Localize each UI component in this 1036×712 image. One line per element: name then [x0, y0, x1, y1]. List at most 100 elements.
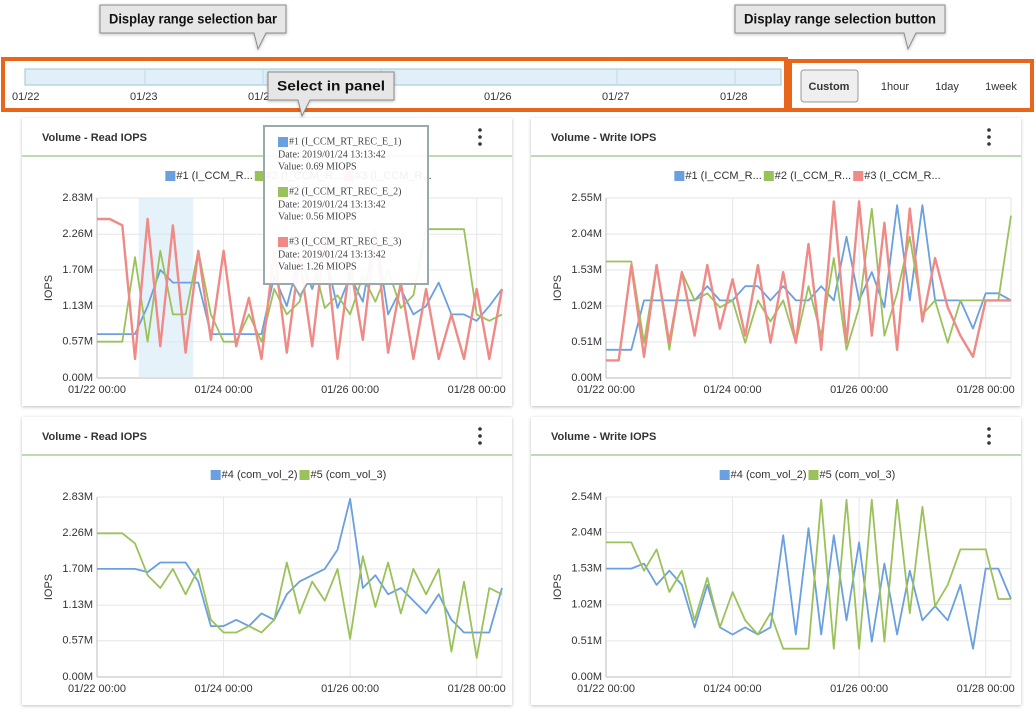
x-tick-label: 01/26 00:00: [321, 683, 379, 695]
y-tick-label: 0.00M: [571, 372, 602, 384]
panel-title: Volume - Write IOPS: [551, 431, 656, 443]
button-active[interactable]: Custom: [809, 81, 850, 93]
legend-swatch: [719, 470, 730, 480]
panel-title: Volume - Write IOPS: [551, 132, 656, 144]
tooltip-name: #3 (I_CCM_RT_REC_E_3): [289, 236, 401, 247]
x-tick-label: 01/28 00:00: [957, 683, 1015, 695]
button[interactable]: 1day: [935, 81, 959, 93]
y-tick-label: 0.00M: [62, 671, 93, 683]
panel-box: [531, 417, 1021, 705]
callout-box: [734, 4, 946, 51]
legend-label: #2 (I_CCM_R...: [775, 170, 851, 182]
callout-range-bar: Display range selection bar: [109, 11, 278, 27]
x-tick-label: 01/26 00:00: [321, 384, 379, 396]
legend-label: #3 (I_CCM_R...: [864, 170, 940, 182]
series-line: [606, 200, 1011, 362]
y-tick-label: 1.70M: [62, 264, 93, 276]
tooltip-value: Value: 0.56 MIOPS: [278, 211, 357, 222]
tooltip-value: Value: 1.26 MIOPS: [278, 261, 357, 272]
x-tick-label: 01/24 00:00: [195, 384, 253, 396]
y-tick-label: 2.26M: [62, 527, 93, 539]
x-tick-label: 01/28 00:00: [448, 384, 506, 396]
menu-dot: [987, 128, 991, 132]
menu-dot: [478, 427, 482, 431]
button[interactable]: 1week: [985, 81, 1017, 93]
x-tick-label: 01/28 00:00: [448, 683, 506, 695]
callout: Display range selection button: [734, 4, 946, 51]
panel-box: [22, 417, 512, 705]
range-date: 01/27: [602, 91, 630, 103]
x-tick-label: 01/22 00:00: [68, 683, 126, 695]
y-tick-label: 2.54M: [571, 491, 602, 503]
y-axis-label: IOPS: [552, 275, 564, 301]
series-line: [97, 532, 503, 659]
callout-box: [267, 71, 395, 118]
series-line: [606, 527, 1012, 650]
legend-label: #1 (I_CCM_R...: [685, 170, 761, 182]
y-tick-label: 0.51M: [571, 635, 602, 647]
callout-range-button: Display range selection button: [744, 11, 936, 27]
menu-dot: [478, 441, 482, 445]
legend-swatch: [853, 171, 864, 181]
range-date: 01/26: [484, 91, 512, 103]
tooltip-date: Date: 2019/01/24 13:13:42: [278, 199, 386, 210]
legend-swatch: [763, 171, 774, 181]
legend-swatch: [210, 470, 221, 480]
panel: Volume - Write IOPS 0.00M 0.51M 1.02M 1.53M 2…: [531, 118, 1021, 406]
legend-label: #4 (com_vol_2): [731, 469, 807, 481]
x-tick-label: 01/26 00:00: [830, 683, 888, 695]
y-tick-label: 1.02M: [571, 300, 602, 312]
y-tick-label: 2.55M: [571, 192, 602, 204]
x-tick-label: 01/24 00:00: [704, 683, 762, 695]
menu-dot: [987, 434, 991, 438]
range-bar[interactable]: [24, 68, 782, 86]
series-line: [97, 228, 503, 343]
y-axis-label: IOPS: [43, 275, 55, 301]
tooltip-date: Date: 2019/01/24 13:13:42: [278, 149, 386, 160]
panel-box: [531, 118, 1021, 406]
y-tick-label: 1.53M: [571, 264, 602, 276]
series-line: [606, 498, 1011, 650]
button-box[interactable]: [800, 69, 859, 103]
legend-label: #1 (I_CCM_R...: [176, 170, 252, 182]
range-date: 01/22: [12, 91, 40, 103]
y-tick-label: 0.57M: [62, 635, 93, 647]
menu-dot: [478, 128, 482, 132]
y-tick-label: 2.04M: [571, 228, 602, 240]
y-tick-label: 2.83M: [62, 491, 93, 503]
tooltip-swatch: [278, 237, 288, 247]
legend-swatch: [674, 171, 685, 181]
range-date: 01/28: [720, 91, 748, 103]
y-tick-label: 0.51M: [571, 336, 602, 348]
legend-label: #5 (com_vol_3): [311, 469, 387, 481]
legend-label: #4 (com_vol_2): [222, 469, 298, 481]
y-tick-label: 1.13M: [62, 599, 93, 611]
legend-swatch: [808, 470, 819, 480]
y-axis-label: IOPS: [43, 574, 55, 600]
series-line: [606, 204, 1012, 351]
y-tick-label: 0.00M: [62, 372, 93, 384]
legend: #4 (com_vol_2) #5 (com_vol_3): [719, 469, 895, 481]
menu-dot: [478, 135, 482, 139]
legend: #1 (I_CCM_R... #2 (I_CCM_R... #3 (I_CCM_R.…: [674, 170, 941, 182]
button[interactable]: 1hour: [881, 81, 909, 93]
callout: Select in panel: [267, 71, 395, 118]
tooltip-box: [263, 125, 429, 298]
y-tick-label: 0.57M: [62, 336, 93, 348]
y-tick-label: 0.00M: [571, 671, 602, 683]
legend-swatch: [299, 470, 310, 480]
callout-select-panel: Select in panel: [277, 78, 385, 94]
y-tick-label: 2.26M: [62, 228, 93, 240]
x-tick-label: 01/28 00:00: [957, 384, 1015, 396]
legend: #4 (com_vol_2) #5 (com_vol_3): [210, 469, 387, 481]
y-tick-label: 1.53M: [571, 562, 602, 574]
menu-dot: [478, 142, 482, 146]
tooltip: #1 (I_CCM_RT_REC_E_1) Date: 2019/01/24 13…: [263, 125, 429, 298]
menu-dot: [987, 427, 991, 431]
x-tick-label: 01/22 00:00: [68, 384, 126, 396]
x-tick-label: 01/22 00:00: [577, 683, 635, 695]
tooltip-name: #1 (I_CCM_RT_REC_E_1): [289, 136, 401, 147]
range-date: 01/23: [130, 91, 158, 103]
